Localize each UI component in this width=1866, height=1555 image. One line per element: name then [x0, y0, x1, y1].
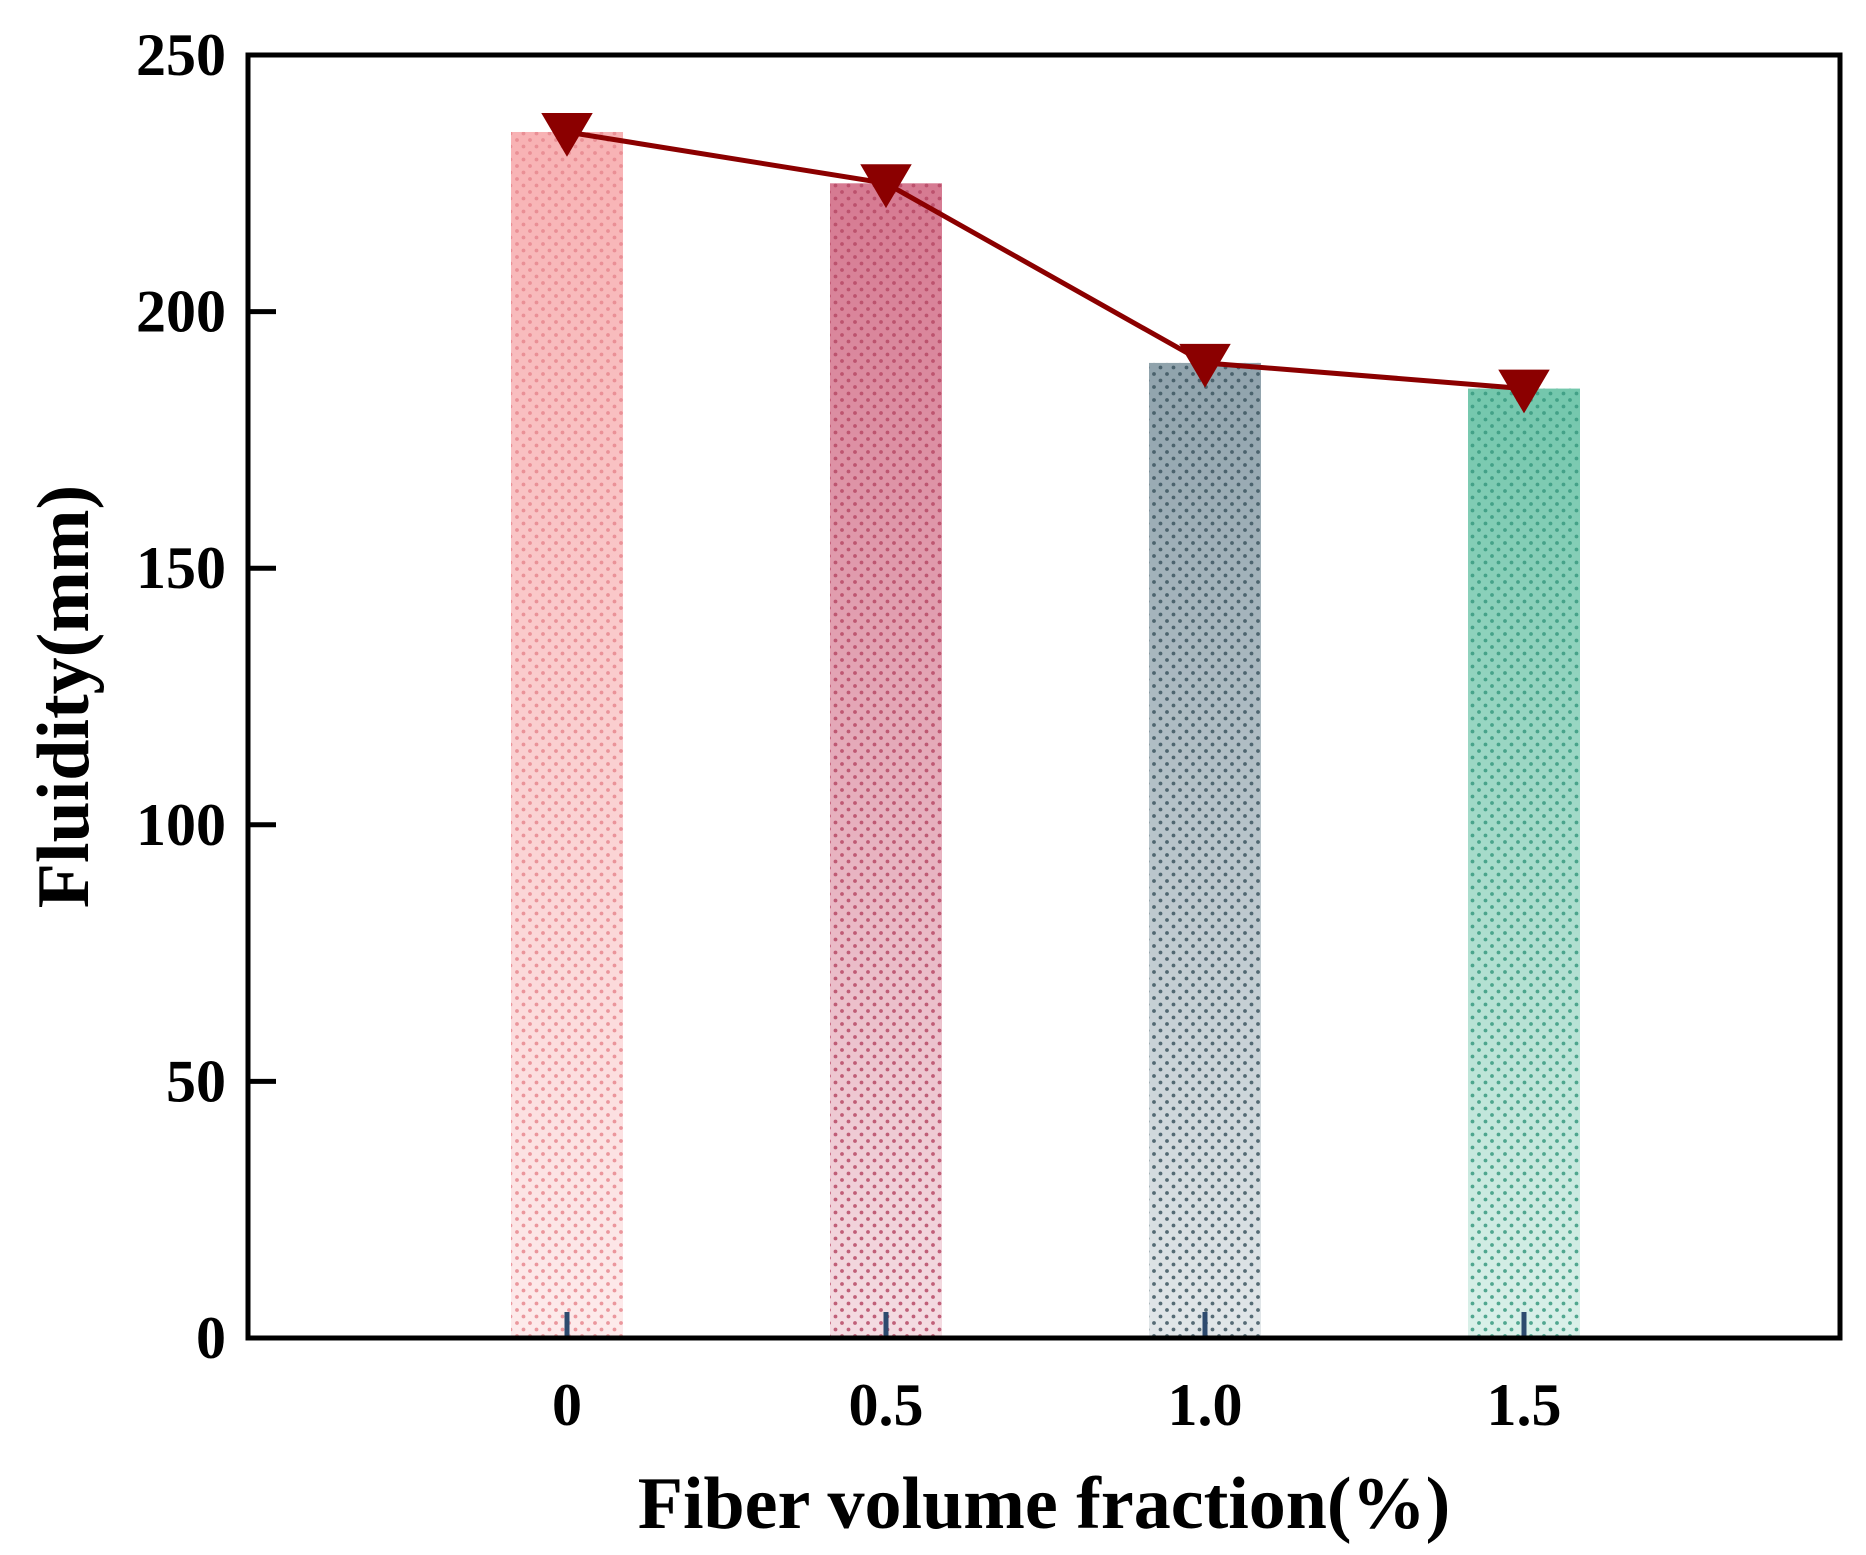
- bar-pattern: [511, 131, 623, 1339]
- x-axis-title: Fiber volume fraction(%): [638, 1463, 1450, 1545]
- x-tick-label: 0.5: [849, 1372, 924, 1438]
- x-tick-label: 1.5: [1487, 1372, 1562, 1438]
- line-marker-0: [541, 112, 593, 157]
- y-tick-label: 0: [196, 1305, 226, 1371]
- line-marker-1.5: [1498, 369, 1550, 414]
- y-tick-label: 250: [136, 22, 226, 88]
- y-tick-label: 200: [136, 279, 226, 345]
- line-layer: [541, 112, 1550, 414]
- y-tick-label: 50: [166, 1048, 226, 1114]
- line-marker-0.5: [860, 164, 912, 209]
- plot-frame: [245, 52, 1843, 1341]
- x-tick-label: 1.0: [1168, 1372, 1243, 1438]
- y-tick-label: 100: [136, 792, 226, 858]
- bar-1.0: [1149, 362, 1261, 1338]
- bar-0.5: [830, 183, 942, 1338]
- x-tick-label: 0: [552, 1372, 582, 1438]
- bar-pattern: [830, 183, 942, 1338]
- bar-pattern: [1468, 388, 1580, 1339]
- line-marker-1.0: [1179, 343, 1231, 388]
- bar-0: [511, 131, 623, 1339]
- y-axis-title: Fluidity(mm): [23, 485, 105, 908]
- bars-layer: [511, 131, 1580, 1339]
- bar-pattern: [1149, 362, 1261, 1338]
- y-tick-label: 150: [136, 535, 226, 601]
- bar-1.5: [1468, 388, 1580, 1339]
- labels-layer: 0 50 100 150 200 250 0 0.5 1.0 1.5: [136, 22, 1562, 1438]
- fluidity-line: [566, 129, 1525, 392]
